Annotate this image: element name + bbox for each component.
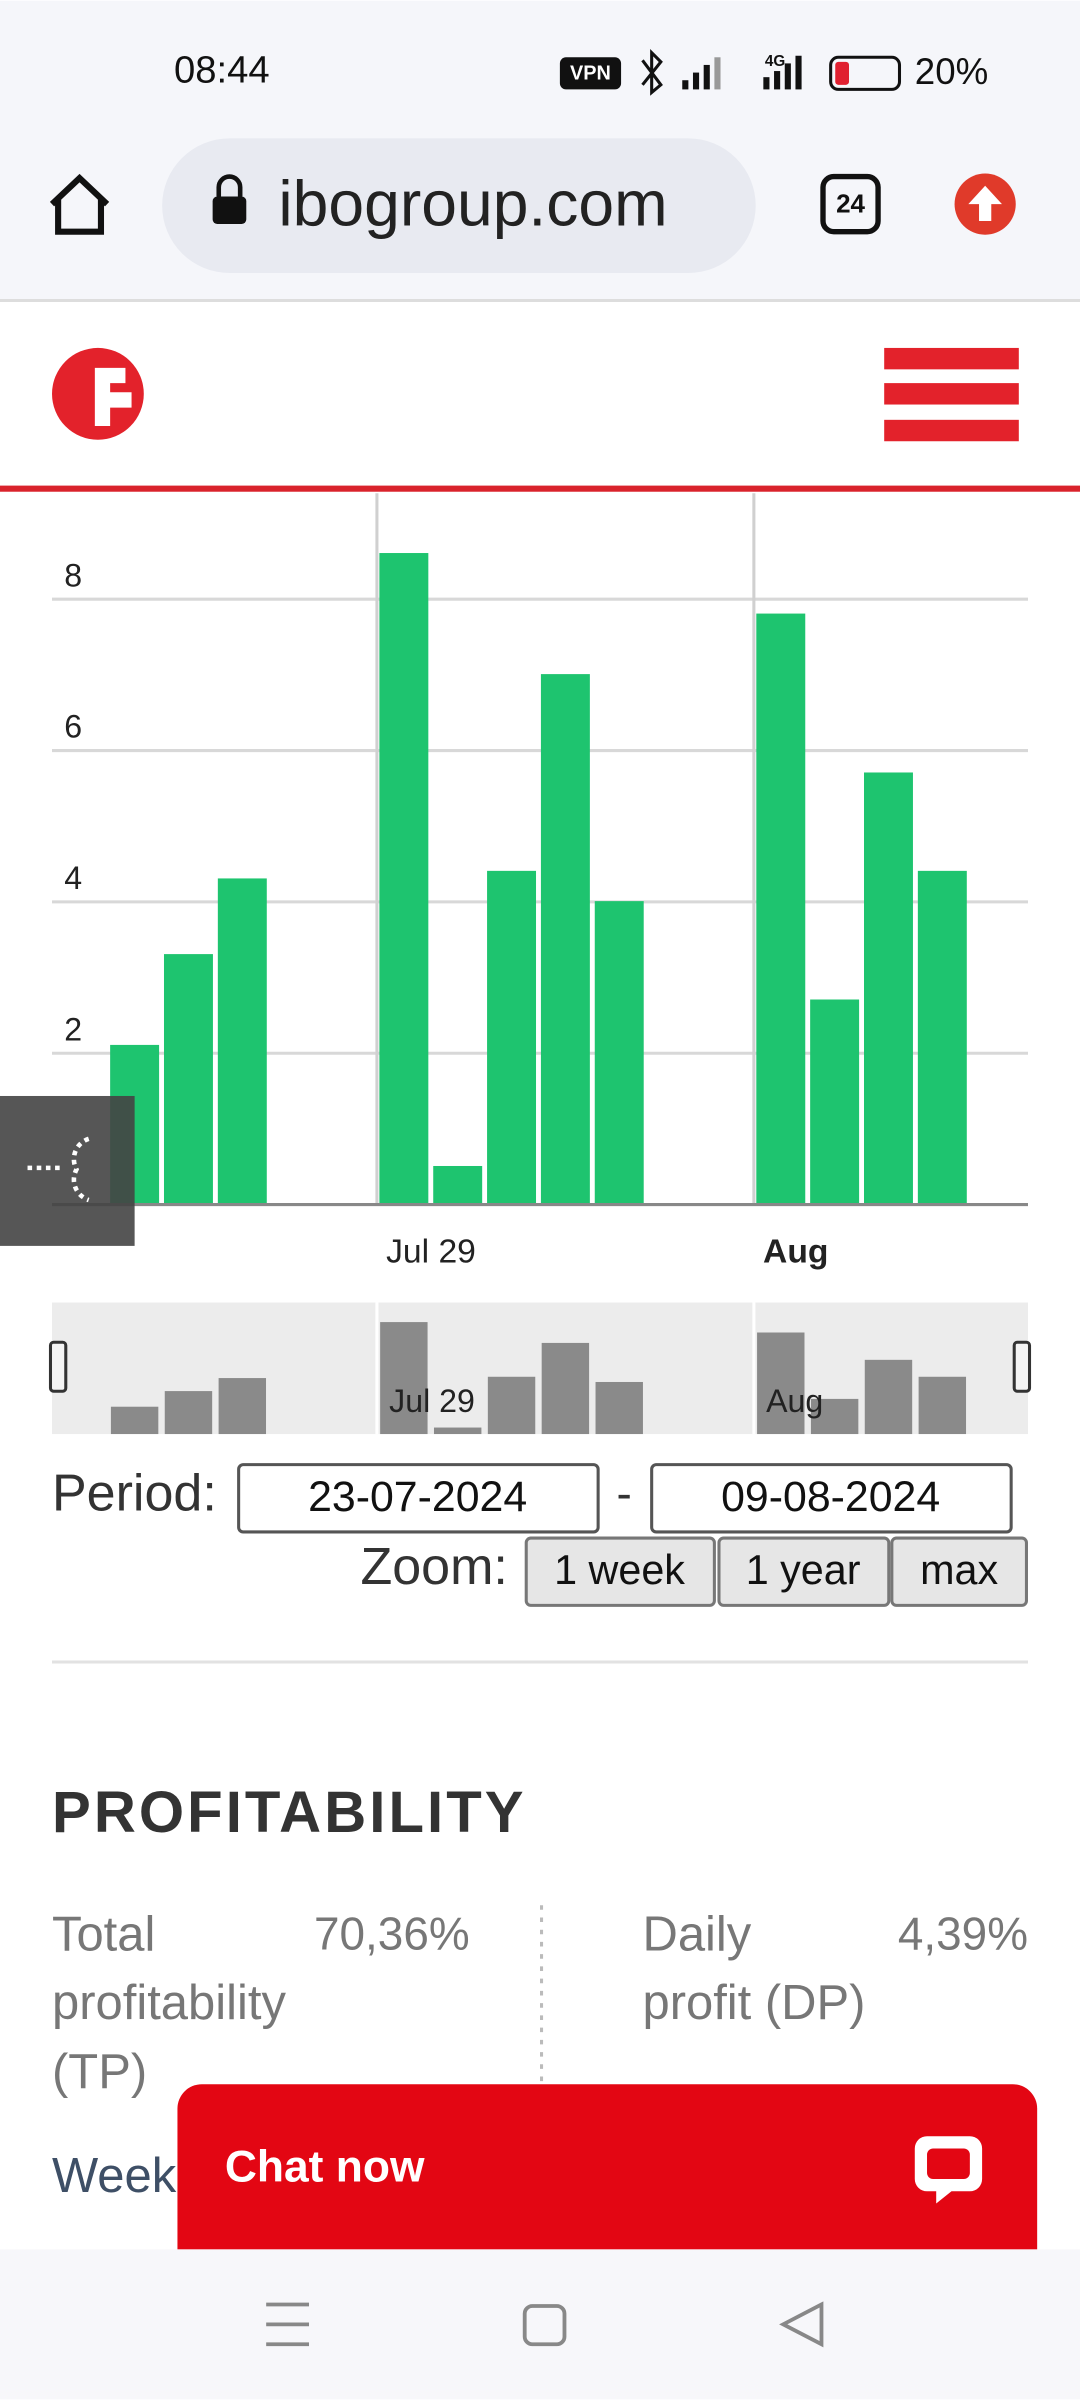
logo-mark (94, 367, 132, 426)
bar (487, 870, 537, 1206)
lock-icon (212, 196, 247, 225)
navigator-bar (595, 1381, 643, 1435)
y-tick-label: 8 (64, 557, 82, 593)
navigator-bar (110, 1406, 159, 1435)
x-tick-label: Aug (763, 1233, 828, 1270)
period-separator: - (616, 1467, 631, 1519)
metric-value: 4,39% (898, 1907, 1028, 1959)
navigator-bar (918, 1376, 967, 1435)
vpn-badge (559, 57, 622, 90)
navigator-bar (864, 1359, 913, 1435)
navigator-bar (757, 1332, 805, 1435)
navigator-label: Aug (766, 1383, 823, 1419)
bar (217, 878, 267, 1206)
lock-shackle (216, 174, 243, 197)
navigator-handle (48, 1340, 68, 1393)
signal-icon (682, 57, 721, 90)
period-to[interactable] (650, 1463, 1013, 1534)
chat-label: Chat now (225, 2143, 425, 2192)
zoom-label: Zoom: (361, 1538, 508, 1596)
url-text[interactable]: ibogroup.com (278, 168, 667, 240)
battery-level (835, 61, 850, 85)
navigator-bar (487, 1376, 536, 1435)
zoom-button[interactable] (524, 1536, 716, 1607)
bar (433, 1165, 483, 1206)
battery-icon (829, 55, 902, 91)
y-tick-label: 2 (64, 1011, 82, 1047)
clock: 08:44 (174, 49, 270, 92)
period-label: Period: (52, 1465, 217, 1523)
bar (379, 553, 429, 1206)
signal-icon-2 (763, 55, 802, 90)
navigator-bar (164, 1391, 213, 1435)
navigator-bar (380, 1322, 428, 1435)
metric-label: Week (52, 2149, 177, 2203)
network-label: 4G (765, 53, 785, 70)
metric-label: Total (52, 1907, 155, 1961)
period-from[interactable] (237, 1463, 600, 1534)
navigator-bar (433, 1427, 482, 1435)
chat-button[interactable] (177, 2084, 1038, 2250)
metric-label: (TP) (52, 2045, 147, 2099)
y-tick-label: 6 (64, 709, 82, 745)
metric-label: Daily (642, 1907, 751, 1961)
call-icon (27, 1136, 90, 1203)
x-tick-label: Jul 29 (386, 1233, 476, 1270)
zoom-button-label: 1 year (746, 1547, 861, 1593)
menu-button[interactable] (884, 347, 1019, 442)
url-bar[interactable] (162, 138, 756, 273)
battery-label: 20% (915, 51, 988, 92)
chart: 2 4 6 8 Jul 29 Aug Jul 29 Aug (0, 493, 1032, 1435)
bar (594, 901, 644, 1206)
bar (163, 954, 213, 1206)
navigator-bar (810, 1398, 859, 1435)
period-from-text: 23-07-2024 (308, 1473, 527, 1521)
zoom-button-label: max (920, 1547, 998, 1593)
chat-icon-inner (927, 2148, 970, 2180)
bar (917, 870, 967, 1206)
zoom-button[interactable] (717, 1536, 891, 1607)
bar (756, 613, 806, 1206)
navigator-handle (1012, 1340, 1032, 1393)
metric-value: 70,36% (314, 1907, 470, 1959)
update-icon (968, 185, 1002, 221)
navigator-bar (541, 1342, 590, 1435)
bar (863, 772, 913, 1206)
bar (810, 999, 860, 1206)
metric-label: profit (DP) (642, 1976, 865, 2030)
metric-label: profitability (52, 1976, 286, 2030)
section-title: PROFITABILITY (52, 1780, 527, 1845)
navigator-label: Jul 29 (389, 1383, 475, 1419)
tabs-button[interactable] (820, 173, 881, 235)
bar (540, 674, 590, 1206)
y-tick-label: 4 (64, 860, 82, 896)
navigator-bar (218, 1378, 267, 1435)
bluetooth-icon (641, 48, 663, 96)
system-nav (0, 2249, 1080, 2400)
tabs-count: 24 (836, 189, 865, 219)
period-to-text: 09-08-2024 (721, 1473, 940, 1521)
vpn-label: VPN (570, 62, 611, 84)
system-nav-buttons[interactable] (266, 2301, 824, 2348)
zoom-button[interactable] (890, 1536, 1028, 1607)
zoom-button-label: 1 week (554, 1547, 685, 1593)
call-widget[interactable] (0, 1095, 135, 1246)
header-line (0, 485, 1080, 492)
home-button[interactable] (49, 173, 110, 235)
